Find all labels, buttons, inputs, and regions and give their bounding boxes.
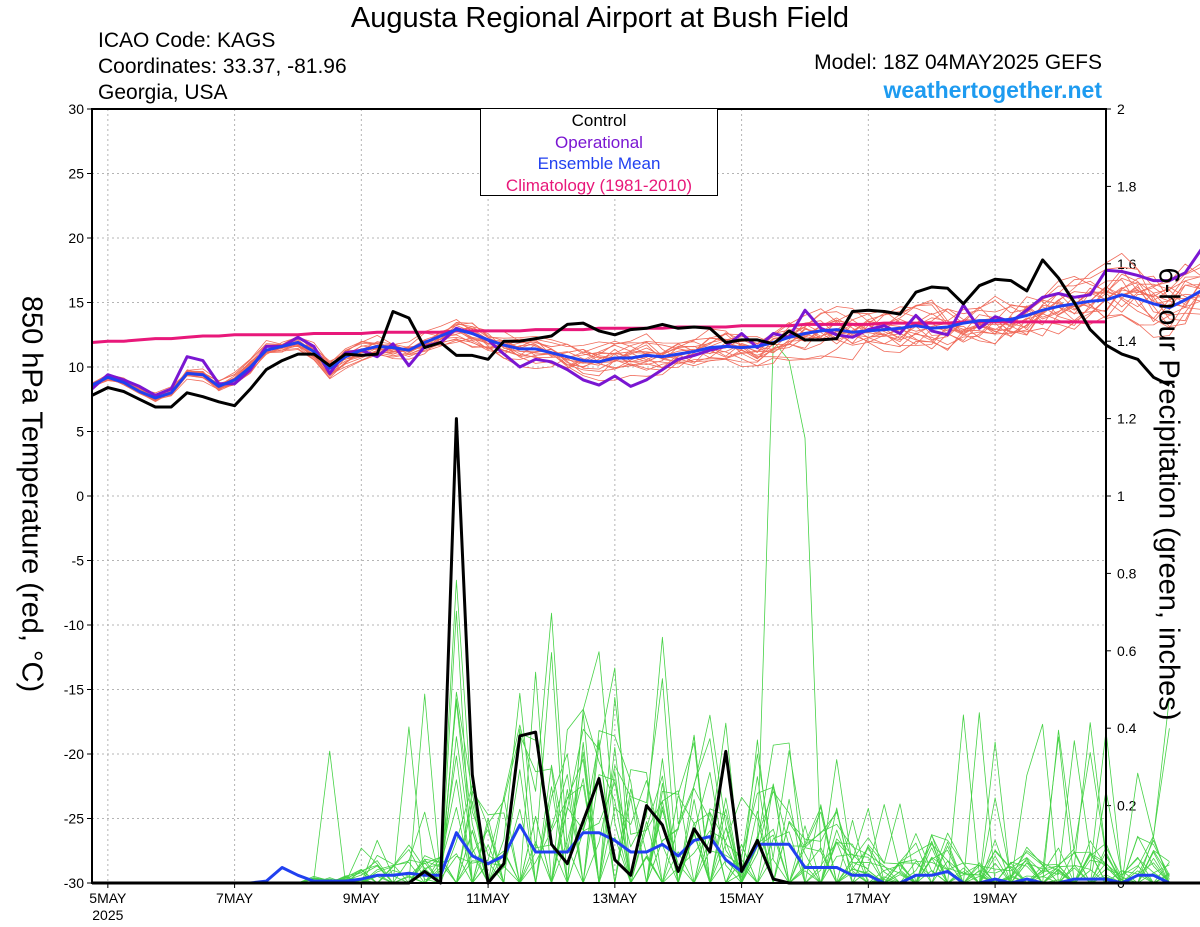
temp-member-line bbox=[91, 275, 1200, 395]
temp-member-line bbox=[91, 286, 1200, 401]
y-tick-label-right: 0.4 bbox=[1117, 720, 1137, 736]
temp-member-line bbox=[91, 295, 1200, 401]
legend-operational: Operational bbox=[555, 132, 643, 152]
temp-ensemble-mean-line bbox=[91, 289, 1200, 400]
temp-member-line bbox=[91, 291, 1200, 394]
y-tick-label-left: 0 bbox=[76, 488, 84, 504]
precip-member-line bbox=[92, 722, 1170, 884]
temp-member-line bbox=[91, 276, 1200, 403]
y-tick-label-right: 0.2 bbox=[1117, 798, 1137, 814]
y-tick-label-left: 25 bbox=[68, 166, 84, 182]
precip-member-line bbox=[92, 758, 1170, 884]
y-tick-label-right: 1.4 bbox=[1117, 333, 1137, 349]
x-tick-label: 5MAY bbox=[89, 890, 127, 906]
precip-ensemble-mean-line bbox=[92, 823, 1171, 885]
temp-member-line bbox=[91, 266, 1200, 395]
x-tick-label: 13MAY bbox=[592, 890, 638, 906]
x-tick-sublabel: 2025 bbox=[92, 907, 123, 923]
y-tick-label-left: 20 bbox=[68, 230, 84, 246]
y-tick-label-right: 2 bbox=[1117, 101, 1125, 117]
legend-climatology: Climatology (1981-2010) bbox=[505, 175, 693, 195]
precip-member-line bbox=[92, 579, 1170, 884]
y-tick-label-right: 1.8 bbox=[1117, 178, 1137, 194]
precip-member-line bbox=[92, 636, 1170, 884]
y-tick-label-right: 1 bbox=[1117, 488, 1125, 504]
temp-member-line bbox=[91, 284, 1200, 402]
y-tick-label-left: 5 bbox=[76, 424, 84, 440]
y-tick-label-left: -15 bbox=[64, 682, 84, 698]
chart-title: Augusta Regional Airport at Bush Field bbox=[350, 2, 850, 34]
chart-legend: Control Operational Ensemble Mean Climat… bbox=[480, 108, 718, 196]
x-tick-label: 15MAY bbox=[719, 890, 765, 906]
legend-ensemble-mean: Ensemble Mean bbox=[537, 154, 661, 173]
precip-member-line bbox=[92, 612, 1170, 884]
precip-member-line bbox=[92, 722, 1170, 884]
temp-control-line bbox=[91, 258, 1171, 409]
precip-member-line bbox=[92, 652, 1170, 884]
model-run: Model: 18Z 04MAY2025 GEFS bbox=[814, 51, 1102, 74]
precip-member-line bbox=[92, 651, 1170, 884]
x-tick-label: 11MAY bbox=[466, 890, 510, 906]
x-tick-label: 19MAY bbox=[973, 890, 1019, 906]
y-tick-label-right: 1.2 bbox=[1117, 411, 1137, 427]
temp-member-line bbox=[91, 286, 1200, 395]
y-tick-label-left: 10 bbox=[68, 359, 84, 375]
legend-control: Control bbox=[571, 111, 627, 130]
temp-operational-line bbox=[90, 248, 1200, 397]
x-tick-label: 9MAY bbox=[343, 890, 381, 906]
precip-member-line bbox=[92, 340, 1170, 884]
y-tick-label-right: 0.6 bbox=[1117, 643, 1137, 659]
y-axis-label-left: 850 hPa Temperature (red, °C) bbox=[15, 295, 48, 693]
y-tick-label-left: -25 bbox=[64, 811, 84, 827]
x-tick-label: 7MAY bbox=[216, 890, 254, 906]
x-tick-label: 17MAY bbox=[846, 890, 892, 906]
region: Georgia, USA bbox=[98, 81, 228, 104]
site-link[interactable]: weathertogether.net bbox=[883, 77, 1102, 103]
y-tick-label-left: 30 bbox=[68, 101, 84, 117]
precip-control-line bbox=[92, 417, 1200, 885]
coordinates: Coordinates: 33.37, -81.96 bbox=[98, 55, 347, 78]
y-tick-label-left: -20 bbox=[64, 746, 84, 762]
icao-code: ICAO Code: KAGS bbox=[98, 29, 276, 52]
y-tick-label-left: -10 bbox=[64, 617, 84, 633]
y-axis-label-right: 6-hour Precipitation (green, inches) bbox=[1152, 267, 1185, 721]
y-tick-label-left: 15 bbox=[68, 295, 84, 311]
y-tick-label-left: -30 bbox=[64, 875, 84, 891]
y-tick-label-right: 0.8 bbox=[1117, 565, 1137, 581]
y-tick-label-left: -5 bbox=[72, 553, 85, 569]
y-tick-label-right: 1.6 bbox=[1117, 256, 1137, 272]
temp-climatology-line bbox=[91, 320, 1106, 344]
